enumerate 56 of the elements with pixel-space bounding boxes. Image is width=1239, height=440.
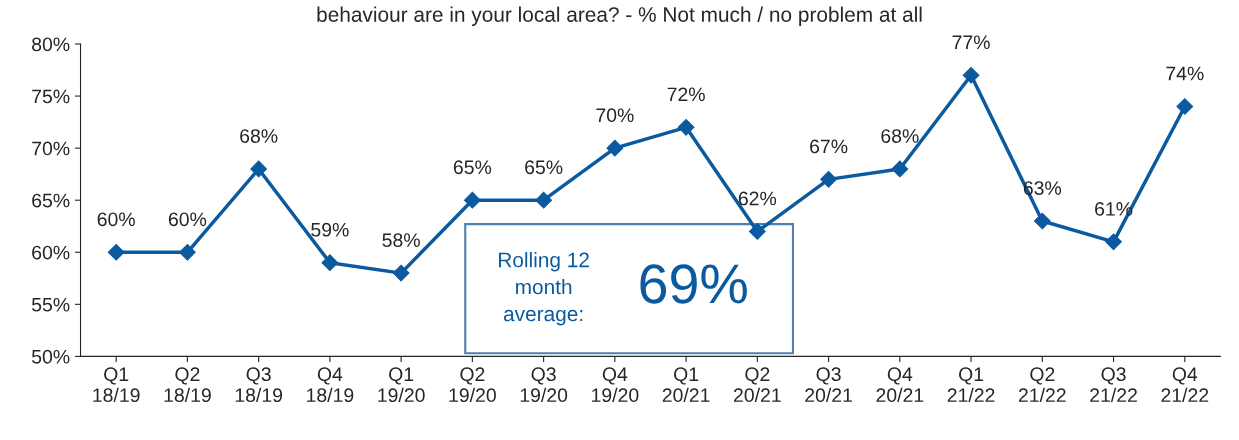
data-label: 74% bbox=[1166, 66, 1204, 81]
y-tick-label: 50% bbox=[31, 349, 70, 364]
y-tick-label: 75% bbox=[32, 89, 70, 104]
annotation: 69% bbox=[640, 264, 747, 304]
point bbox=[179, 243, 196, 261]
point bbox=[962, 66, 980, 84]
point bbox=[535, 191, 552, 209]
annotation: Rolling 12 month average: bbox=[499, 252, 589, 326]
point bbox=[463, 191, 481, 209]
point bbox=[606, 139, 624, 157]
x-tick-label: Q1 21/22 bbox=[947, 367, 995, 403]
data-label: 77% bbox=[952, 35, 990, 50]
point bbox=[1033, 212, 1051, 230]
x-tick-label: Q1 20/21 bbox=[662, 367, 710, 403]
x-tick-label: Q1 18/19 bbox=[93, 367, 140, 403]
point bbox=[321, 254, 339, 272]
data-label: 67% bbox=[810, 139, 848, 154]
x-tick-label: Q2 20/21 bbox=[733, 367, 781, 403]
data-label: 59% bbox=[311, 222, 349, 237]
x-tick-label: Q2 21/22 bbox=[1018, 367, 1066, 403]
point bbox=[748, 223, 766, 240]
x-tick-label: Q3 19/20 bbox=[520, 367, 568, 403]
x-tick-label: Q1 19/20 bbox=[378, 367, 425, 403]
point bbox=[392, 264, 410, 282]
y-tick-label: 70% bbox=[32, 141, 70, 156]
y-tick-label: 55% bbox=[31, 297, 70, 312]
x-tick-label: Q4 18/19 bbox=[307, 367, 354, 403]
y-tick-label: 80% bbox=[32, 37, 70, 52]
point bbox=[107, 243, 125, 261]
data-label: 70% bbox=[596, 108, 634, 123]
data-label: 68% bbox=[240, 129, 278, 143]
point bbox=[891, 160, 909, 178]
x-tick-label: Q3 18/19 bbox=[235, 367, 283, 403]
data-label: 65% bbox=[525, 160, 563, 175]
data-label: 62% bbox=[738, 191, 777, 206]
chart-title: behaviour are in your local area? - % Not much / no problem at all bbox=[317, 6, 922, 27]
data-label: 60% bbox=[97, 212, 135, 227]
point bbox=[1176, 98, 1194, 115]
y-tick-label: 65% bbox=[32, 193, 70, 208]
x-tick-label: Q2 18/19 bbox=[164, 367, 211, 403]
point bbox=[820, 171, 837, 188]
point bbox=[677, 118, 695, 136]
x-tick-label: Q3 21/22 bbox=[1090, 367, 1137, 403]
data-label: 72% bbox=[667, 87, 705, 102]
x-tick-label: Q4 19/20 bbox=[592, 367, 639, 403]
data-label: 68% bbox=[881, 129, 919, 143]
data-label: 58% bbox=[382, 233, 420, 248]
point bbox=[1105, 233, 1122, 251]
x-tick-label: Q3 20/21 bbox=[805, 367, 852, 403]
x-tick-label: Q2 19/20 bbox=[449, 367, 496, 403]
data-label: 60% bbox=[168, 212, 207, 227]
point bbox=[250, 160, 268, 178]
data-label: 65% bbox=[453, 160, 492, 175]
x-tick-label: Q4 21/22 bbox=[1161, 367, 1209, 403]
y-tick-label: 60% bbox=[32, 245, 70, 260]
x-tick-label: Q4 20/21 bbox=[876, 367, 924, 403]
